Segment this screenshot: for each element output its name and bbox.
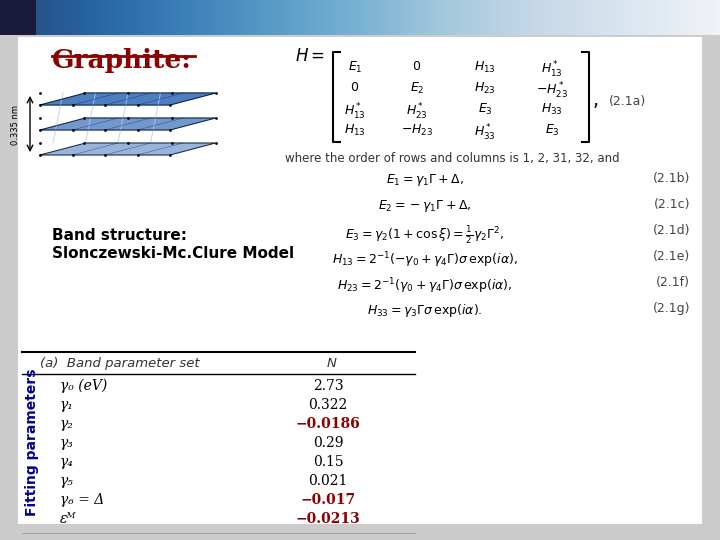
Text: γ₃: γ₃: [60, 436, 74, 450]
Text: (2.1f): (2.1f): [656, 276, 690, 289]
Text: $E_2$: $E_2$: [410, 81, 424, 96]
Polygon shape: [40, 93, 215, 105]
Text: $H_{13}=2^{-1}(-\gamma_0+\gamma_4\Gamma)\sigma\,\exp(i\alpha),$: $H_{13}=2^{-1}(-\gamma_0+\gamma_4\Gamma)…: [332, 250, 518, 269]
Text: γ₆ = Δ: γ₆ = Δ: [60, 493, 104, 507]
Text: 0.29: 0.29: [312, 436, 343, 450]
Bar: [0, 0, 36, 35]
Text: $H_{13}$: $H_{13}$: [344, 123, 366, 138]
Text: −0.0213: −0.0213: [296, 512, 361, 526]
Text: $0$: $0$: [351, 81, 359, 94]
Text: γ₅: γ₅: [60, 474, 74, 488]
Text: $E_1$: $E_1$: [348, 60, 362, 75]
Text: $E_1=\gamma_1\Gamma+\Delta,$: $E_1=\gamma_1\Gamma+\Delta,$: [386, 172, 464, 188]
Text: $H_{33}=\gamma_3\Gamma\sigma\,\exp(i\alpha).$: $H_{33}=\gamma_3\Gamma\sigma\,\exp(i\alp…: [367, 302, 483, 319]
Text: $E_2=-\gamma_1\Gamma+\Delta,$: $E_2=-\gamma_1\Gamma+\Delta,$: [378, 198, 472, 214]
Text: $H_{13}^*$: $H_{13}^*$: [541, 60, 563, 80]
Text: 2.73: 2.73: [312, 379, 343, 393]
Text: (2.1e): (2.1e): [653, 250, 690, 263]
Text: $H_{23}$: $H_{23}$: [474, 81, 496, 96]
Text: $H_{13}$: $H_{13}$: [474, 60, 496, 75]
Text: 0.322: 0.322: [308, 398, 348, 412]
Text: (2.1c): (2.1c): [654, 198, 690, 211]
Text: $0$: $0$: [413, 60, 422, 73]
Text: $H_{23}=2^{-1}(\gamma_0+\gamma_4\Gamma)\sigma\,\exp(i\alpha),$: $H_{23}=2^{-1}(\gamma_0+\gamma_4\Gamma)\…: [337, 276, 513, 295]
Text: $E_3$: $E_3$: [477, 102, 492, 117]
Text: $E_3=\gamma_2(1+\cos\xi)=\frac{1}{2}\gamma_2\Gamma^2,$: $E_3=\gamma_2(1+\cos\xi)=\frac{1}{2}\gam…: [346, 224, 505, 246]
Text: $H_{33}$: $H_{33}$: [541, 102, 563, 117]
Polygon shape: [40, 118, 215, 130]
Text: $-H_{23}$: $-H_{23}$: [401, 123, 433, 138]
Text: $H=$: $H=$: [295, 48, 325, 65]
Text: Slonczewski-Mc.Clure Model: Slonczewski-Mc.Clure Model: [52, 246, 294, 261]
Text: $E_3$: $E_3$: [544, 123, 559, 138]
Text: −0.017: −0.017: [300, 493, 356, 507]
Text: (2.1a): (2.1a): [609, 94, 647, 107]
Text: (a)  Band parameter set: (a) Band parameter set: [40, 357, 199, 370]
Text: Band structure:: Band structure:: [52, 228, 187, 243]
Text: ,: ,: [593, 91, 599, 111]
Text: (2.1b): (2.1b): [652, 172, 690, 185]
Text: γ₁: γ₁: [60, 398, 74, 412]
Text: −0.0186: −0.0186: [296, 417, 361, 431]
Text: 0.021: 0.021: [308, 474, 348, 488]
Text: γ₄: γ₄: [60, 455, 74, 469]
Text: Graphite:: Graphite:: [52, 48, 192, 73]
Text: where the order of rows and columns is 1, 2, 31, 32, and: where the order of rows and columns is 1…: [285, 152, 620, 165]
Text: N: N: [327, 357, 337, 370]
Text: $H_{33}^*$: $H_{33}^*$: [474, 123, 496, 143]
Text: (2.1d): (2.1d): [652, 224, 690, 237]
Text: 0.15: 0.15: [312, 455, 343, 469]
Text: εᴹ: εᴹ: [60, 512, 76, 526]
Polygon shape: [40, 143, 215, 155]
Text: γ₀ (eV): γ₀ (eV): [60, 379, 107, 394]
Text: γ₂: γ₂: [60, 417, 74, 431]
Text: (2.1g): (2.1g): [652, 302, 690, 315]
Text: $-H_{23}^*$: $-H_{23}^*$: [536, 81, 568, 101]
Text: $H_{23}^*$: $H_{23}^*$: [406, 102, 428, 122]
Text: $H_{13}^*$: $H_{13}^*$: [344, 102, 366, 122]
Text: Fitting parameters: Fitting parameters: [25, 369, 39, 516]
Text: 0.335 nm: 0.335 nm: [12, 105, 20, 145]
